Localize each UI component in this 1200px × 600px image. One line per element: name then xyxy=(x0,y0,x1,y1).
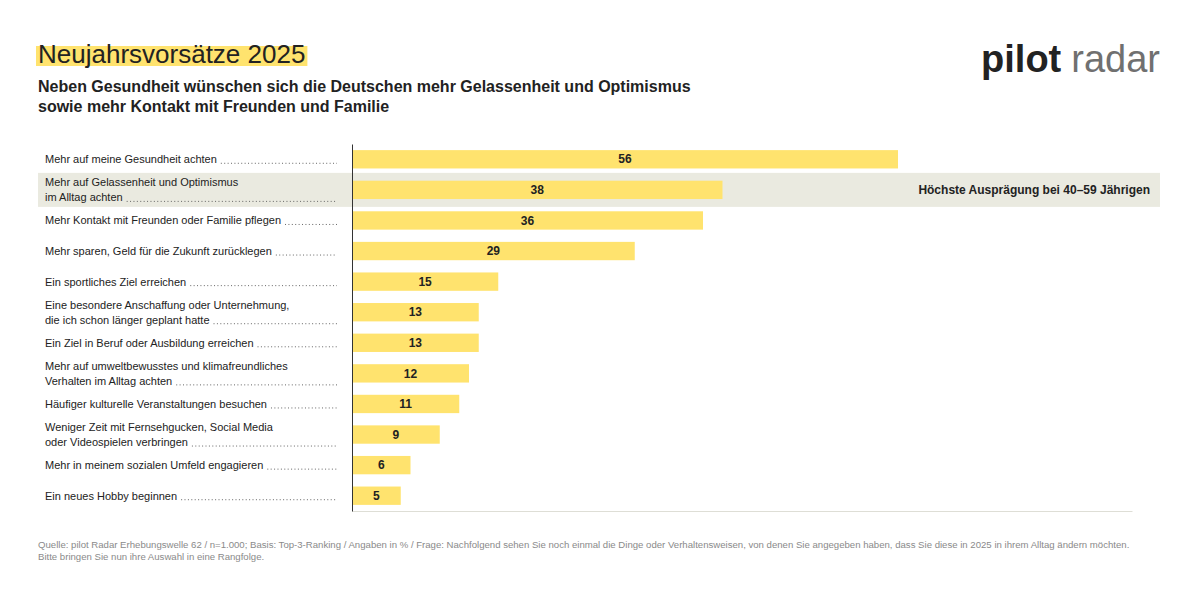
tick-label: Mehr in meinem sozialen Umfeld engagiere… xyxy=(45,459,263,471)
data-label: 38 xyxy=(531,183,545,197)
tick-label-line: Ein neues Hobby beginnen xyxy=(45,490,177,502)
data-label: 13 xyxy=(409,305,423,319)
tick-label: Weniger Zeit mit Fernsehgucken, Social M… xyxy=(45,421,274,448)
leader xyxy=(258,346,337,347)
brand-word: radar xyxy=(1071,38,1160,80)
tick-label-line: Ein Ziel in Beruf oder Ausbildung erreic… xyxy=(45,337,254,349)
data-labels: 56 38 36 29 15 13 13 12 11 9 6 5 xyxy=(373,152,632,502)
tick: Mehr auf Gelassenheit und Optimismus im A… xyxy=(45,176,337,203)
tick-label-line: Häufiger kulturelle Veranstaltungen besu… xyxy=(45,398,267,410)
bar xyxy=(352,395,459,413)
bar xyxy=(352,150,898,168)
tick-label-line: Mehr in meinem sozialen Umfeld engagiere… xyxy=(45,459,263,471)
tick-label-line: Verhalten im Alltag achten xyxy=(45,375,172,387)
tick-label-line: Mehr sparen, Geld für die Zukunft zurück… xyxy=(45,245,272,257)
tick-label-line: oder Videospielen verbringen xyxy=(45,436,188,448)
y-axis-line xyxy=(352,145,353,512)
x-axis xyxy=(353,511,1133,512)
leader xyxy=(176,384,337,385)
leader xyxy=(127,201,337,202)
bar xyxy=(352,456,411,474)
bar xyxy=(352,364,469,382)
leader xyxy=(276,255,337,256)
brand-word: pilot xyxy=(981,38,1062,80)
data-label: 5 xyxy=(373,489,380,503)
bar xyxy=(352,487,401,505)
data-label: 36 xyxy=(521,214,535,228)
leader xyxy=(267,469,337,470)
leader xyxy=(190,285,337,286)
source: Quelle: pilot Radar Erhebungswelle 62 / … xyxy=(38,539,1129,550)
highlight-band xyxy=(38,173,1160,207)
y-axis: Mehr auf meine Gesundheit achten Mehr auf… xyxy=(45,145,353,512)
subtitle: sowie mehr Kontakt mit Freunden und Fami… xyxy=(38,98,389,115)
leader xyxy=(192,446,337,447)
tick: Ein sportliches Ziel erreichen xyxy=(45,276,337,288)
tick: Ein Ziel in Beruf oder Ausbildung erreic… xyxy=(45,337,337,349)
tick-label: Ein Ziel in Beruf oder Ausbildung erreic… xyxy=(45,337,254,349)
annotation-bands xyxy=(38,173,1160,207)
title-group: Neujahrsvorsätze 2025 xyxy=(36,39,307,69)
data-label: 29 xyxy=(487,244,501,258)
tick-label-line: Mehr Kontakt mit Freunden oder Familie p… xyxy=(45,214,281,226)
bar xyxy=(352,303,479,321)
bar xyxy=(352,211,703,229)
tick: Mehr Kontakt mit Freunden oder Familie p… xyxy=(45,214,337,226)
tick: Mehr auf umweltbewusstes und klimafreund… xyxy=(45,360,337,387)
leader xyxy=(214,323,337,324)
tick-label: Mehr Kontakt mit Freunden oder Familie p… xyxy=(45,214,281,226)
tick-label-line: Mehr auf umweltbewusstes und klimafreund… xyxy=(45,360,288,372)
tick: Häufiger kulturelle Veranstaltungen besu… xyxy=(45,398,337,410)
bar xyxy=(352,334,479,352)
data-label: 12 xyxy=(404,367,418,381)
annotation: Höchste Ausprägung bei 40–59 Jährigen xyxy=(918,183,1150,197)
data-label: 15 xyxy=(418,275,432,289)
tick-label-line: Weniger Zeit mit Fernsehgucken, Social M… xyxy=(45,421,274,433)
data-label: 6 xyxy=(378,458,385,472)
tick-label: Ein sportliches Ziel erreichen xyxy=(45,276,186,288)
bars xyxy=(352,150,898,505)
tick-label: Mehr auf umweltbewusstes und klimafreund… xyxy=(45,360,288,387)
tick-label: Mehr auf Gelassenheit und Optimismus im A… xyxy=(45,176,239,203)
bar xyxy=(352,181,723,199)
tick: Weniger Zeit mit Fernsehgucken, Social M… xyxy=(45,421,337,448)
tick: Mehr sparen, Geld für die Zukunft zurück… xyxy=(45,245,337,257)
tick-label: Mehr sparen, Geld für die Zukunft zurück… xyxy=(45,245,272,257)
tick-label-line: im Alltag achten xyxy=(45,191,123,203)
data-label: 11 xyxy=(399,397,412,411)
subtitle: Neben Gesundheit wünschen sich die Deuts… xyxy=(38,78,691,95)
tick-label: Ein neues Hobby beginnen xyxy=(45,490,177,502)
source: Bitte bringen Sie nun ihre Auswahl in ei… xyxy=(38,551,264,562)
data-label: 9 xyxy=(393,428,400,442)
background xyxy=(0,0,1200,600)
bar xyxy=(352,242,635,260)
leader xyxy=(285,224,337,225)
chart: Neujahrsvorsätze 2025 Neben Gesundheit wü… xyxy=(0,0,1200,600)
x-axis-line xyxy=(353,511,1133,512)
data-label: 13 xyxy=(409,336,423,350)
tick-label-line: Mehr auf Gelassenheit und Optimismus xyxy=(45,176,239,188)
tick: Ein neues Hobby beginnen xyxy=(45,490,337,502)
bar xyxy=(352,425,440,443)
tick: Mehr in meinem sozialen Umfeld engagiere… xyxy=(45,459,337,471)
leader xyxy=(181,499,337,500)
tick-label: Häufiger kulturelle Veranstaltungen besu… xyxy=(45,398,267,410)
tick-label-line: Eine besondere Anschaffung oder Unterneh… xyxy=(45,299,289,311)
tick-label: Eine besondere Anschaffung oder Unterneh… xyxy=(45,299,289,326)
title: Neujahrsvorsätze 2025 xyxy=(38,39,305,69)
leader xyxy=(221,163,337,164)
tick-label-line: Mehr auf meine Gesundheit achten xyxy=(45,153,217,165)
tick-label: Mehr auf meine Gesundheit achten xyxy=(45,153,217,165)
tick: Eine besondere Anschaffung oder Unterneh… xyxy=(45,299,337,326)
tick: Mehr auf meine Gesundheit achten xyxy=(45,153,337,165)
data-label: 56 xyxy=(618,152,632,166)
tick-label-line: die ich schon länger geplant hatte xyxy=(45,314,210,326)
bar xyxy=(352,272,498,290)
leader xyxy=(271,407,337,408)
tick-label-line: Ein sportliches Ziel erreichen xyxy=(45,276,186,288)
brand: pilotradar xyxy=(981,38,1160,80)
